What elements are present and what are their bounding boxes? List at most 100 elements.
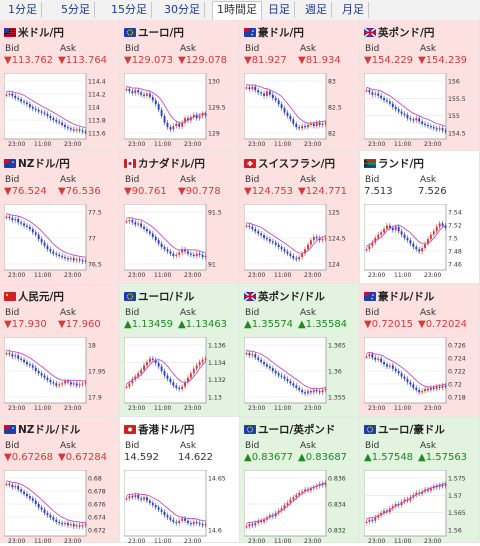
pair-title[interactable]: 人民元/円 [4, 289, 64, 303]
mini-chart[interactable]: 156 155.5 155 154.5 23:00 11:00 23:00 [364, 73, 477, 149]
mini-chart[interactable]: 1.365 1.36 1.355 23:00 11:00 23:00 [244, 337, 357, 413]
chart-candle [307, 244, 309, 250]
currency-card[interactable]: ユーロ/円 Bid Ask ▼129.073 ▼129.078 130 129.5 129 23… [120, 20, 240, 151]
chart-candle [412, 243, 415, 247]
tab-3[interactable]: 15分足 [107, 2, 152, 18]
mini-chart[interactable]: 114.4 114.2 114 113.8 113.6 23:00 11:00 23:00 [4, 73, 117, 149]
pair-title[interactable]: 香港ドル/円 [124, 422, 194, 436]
pair-title[interactable]: ユーロ/英ポンド [244, 422, 335, 436]
chart-x-tick: 23:00 [128, 405, 145, 412]
chart-candle [128, 89, 131, 92]
pair-title[interactable]: 英ポンド/円 [364, 25, 434, 39]
pair-title[interactable]: NZドル/円 [4, 156, 70, 170]
pair-title[interactable]: ユーロ/円 [124, 25, 184, 39]
currency-card[interactable]: NZドル/円 Bid Ask ▼76.524 ▼76.536 77.5 77 76.5 23:0… [0, 151, 120, 284]
currency-card[interactable]: 英ポンド/円 Bid Ask ▼154.229 ▼154.239 156 155.5 155 1… [360, 20, 480, 151]
pair-name: スイスフラン/円 [258, 158, 336, 170]
mini-chart[interactable]: 1.575 1.57 1.565 1.56 23:00 11:00 23:00 [364, 470, 477, 546]
chart-candle [46, 377, 49, 380]
currency-card[interactable]: NZドル/ドル Bid Ask ▼0.67268 ▼0.67284 0.68 0.678 0.… [0, 417, 120, 546]
bid-label: Bid [245, 175, 260, 185]
chart-y-tick: 1.355 [328, 395, 346, 402]
chart-candle [154, 359, 157, 364]
tab-6[interactable]: 日足 [264, 2, 295, 18]
pair-name: カナダドル/円 [138, 158, 205, 170]
chart-candle [304, 126, 306, 128]
pair-name: ユーロ/ドル [138, 291, 195, 303]
chart-candle [309, 240, 312, 245]
mini-chart[interactable]: 14.65 14.6 23:00 11:00 23:00 [124, 470, 237, 546]
chart-candle [78, 384, 81, 386]
currency-card[interactable]: ユーロ/ドル Bid Ask ▲1.13459 ▲1.13463 1.136 1.134 1.… [120, 284, 240, 417]
chart-candle [309, 391, 312, 393]
mini-chart[interactable]: 1.136 1.134 1.132 1.13 23:00 11:00 23:00 [124, 337, 237, 413]
currency-card[interactable]: ユーロ/英ポンド Bid Ask ▲0.83677 ▲0.83687 0.836 0.834… [240, 417, 360, 546]
chart-x-tick: 11:00 [154, 272, 171, 279]
pair-title[interactable]: 米ドル/円 [4, 25, 64, 39]
currency-card[interactable]: 英ポンド/ドル Bid Ask ▲1.35574 ▲1.35584 1.365 1.36 1.… [240, 284, 360, 417]
chart-x-tick: 23:00 [128, 141, 145, 148]
mini-chart[interactable]: 130 129.5 129 23:00 11:00 23:00 [124, 73, 237, 149]
chart-candle [204, 113, 207, 116]
chart-x-tick: 23:00 [64, 538, 81, 545]
chart-x-tick: 23:00 [424, 405, 441, 412]
pair-title[interactable]: カナダドル/円 [124, 156, 205, 170]
mini-chart[interactable]: 83 82.5 82 23:00 11:00 23:00 [244, 73, 357, 149]
tab-2[interactable]: 5分足 [57, 2, 95, 18]
currency-card[interactable]: スイスフラン/円 Bid Ask ▼124.753 ▼124.771 125 124.5 12… [240, 151, 360, 284]
pair-title[interactable]: ユーロ/ドル [124, 289, 194, 303]
tab-1[interactable]: 1分足 [4, 2, 42, 18]
tab-8[interactable]: 月足 [338, 2, 369, 18]
cn-flag-icon [4, 292, 16, 301]
mini-chart[interactable]: 125 124.5 124 23:00 11:00 23:00 [244, 204, 357, 280]
chart-candle [64, 124, 66, 128]
mini-chart[interactable]: 0.68 0.678 0.676 0.674 0.672 23:00 11:00 23:00 [4, 470, 117, 546]
tab-5[interactable]: 1時間足 [212, 1, 262, 20]
pair-title[interactable]: 豪ドル/ドル [364, 289, 434, 303]
chart-candle [421, 391, 424, 393]
bid-label: Bid [245, 44, 260, 54]
pair-title[interactable]: 英ポンド/ドル [244, 289, 325, 303]
pair-title[interactable]: 豪ドル/円 [244, 25, 304, 39]
chart-candle [128, 496, 131, 499]
chart-candle [5, 94, 8, 96]
chart-candle [192, 368, 195, 374]
chart-candle [274, 371, 277, 374]
tab-7[interactable]: 週足 [301, 2, 332, 18]
currency-card[interactable]: 香港ドル/円 Bid Ask 14.592 14.622 14.65 14.6 23:00 11… [120, 417, 240, 546]
mini-chart[interactable]: 18 17.95 17.9 23:00 11:00 23:00 [4, 337, 117, 413]
chart-candle [441, 223, 444, 226]
chart-candle [169, 378, 172, 383]
mini-chart[interactable]: 0.836 0.834 0.832 23:00 11:00 23:00 [244, 470, 357, 546]
chart-candle [245, 87, 248, 89]
chart-candle [166, 122, 169, 128]
pair-title[interactable]: ユーロ/豪ドル [364, 422, 445, 436]
mini-chart[interactable]: 7.54 7.52 7.5 7.48 7.46 23:00 11:00 23:00 [364, 204, 477, 280]
ask-label: Ask [300, 441, 317, 451]
mini-chart[interactable]: 0.726 0.724 0.722 0.72 0.718 23:00 11:00 23:00 [364, 337, 477, 413]
currency-card[interactable]: カナダドル/円 Bid Ask ▼90.761 ▼90.778 91.5 91 23:00 11… [120, 151, 240, 284]
chart-candle [438, 484, 441, 488]
chart-candle [28, 226, 31, 230]
chart-candle [134, 222, 137, 225]
currency-card[interactable]: 人民元/円 Bid Ask ▼17.930 ▼17.960 18 17.95 17.9 23:0… [0, 284, 120, 417]
currency-card[interactable]: ユーロ/豪ドル Bid Ask ▲1.57548 ▲1.57563 1.575 1.57 1.… [360, 417, 480, 546]
chart-candle [46, 512, 49, 516]
ask-value: ▲0.83687 [298, 452, 348, 463]
pair-title[interactable]: NZドル/ドル [4, 422, 80, 436]
chart-x-tick: 23:00 [248, 141, 265, 148]
ask-label: Ask [60, 441, 77, 451]
pair-title[interactable]: スイスフラン/円 [244, 156, 335, 170]
chart-y-tick: 18 [88, 343, 96, 350]
currency-card[interactable]: 豪ドル/ドル Bid Ask ▼0.72015 ▼0.72024 0.726 0.724 0.… [360, 284, 480, 417]
chart-y-tick: 83 [328, 79, 336, 86]
au-flag-icon [364, 292, 376, 301]
currency-card[interactable]: 米ドル/円 Bid Ask ▼113.762 ▼113.764 114.4 114.2 114… [0, 20, 120, 151]
pair-title[interactable]: ランド/円 [364, 156, 424, 170]
currency-card[interactable]: 豪ドル/円 Bid Ask ▼81.927 ▼81.934 83 82.5 82 23:00 11… [240, 20, 360, 151]
mini-chart[interactable]: 91.5 91 23:00 11:00 23:00 [124, 204, 237, 280]
chart-candle [137, 90, 140, 93]
mini-chart[interactable]: 77.5 77 76.5 23:00 11:00 23:00 [4, 204, 117, 280]
currency-card[interactable]: ランド/円 Bid Ask 7.513 7.526 7.54 7.52 7.5 7.48 7.46… [360, 151, 480, 284]
tab-4[interactable]: 30分足 [160, 2, 205, 18]
